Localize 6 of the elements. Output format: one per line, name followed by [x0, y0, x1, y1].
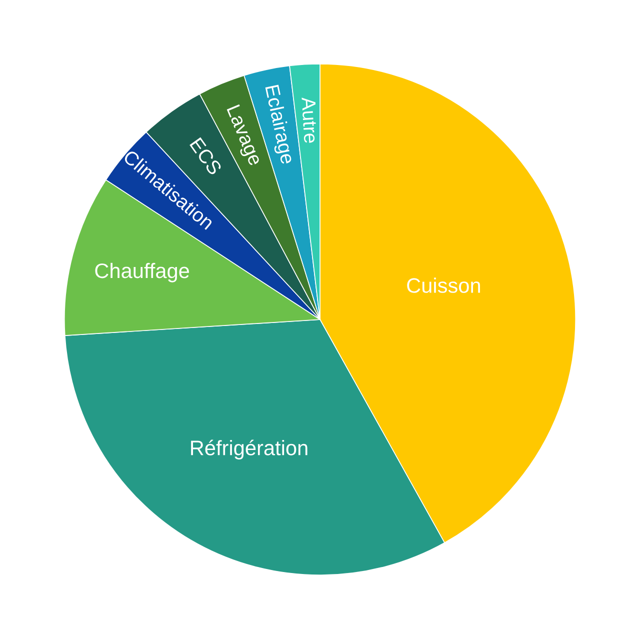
- slice-label: Lavage: [223, 104, 263, 168]
- slice-label: Eclairage: [261, 84, 296, 166]
- slice-label: Autre: [302, 96, 318, 144]
- slice-label: Cuisson: [407, 278, 480, 293]
- slice-label: Réfrigération: [191, 440, 308, 460]
- slice-label: Chauffage: [95, 262, 190, 282]
